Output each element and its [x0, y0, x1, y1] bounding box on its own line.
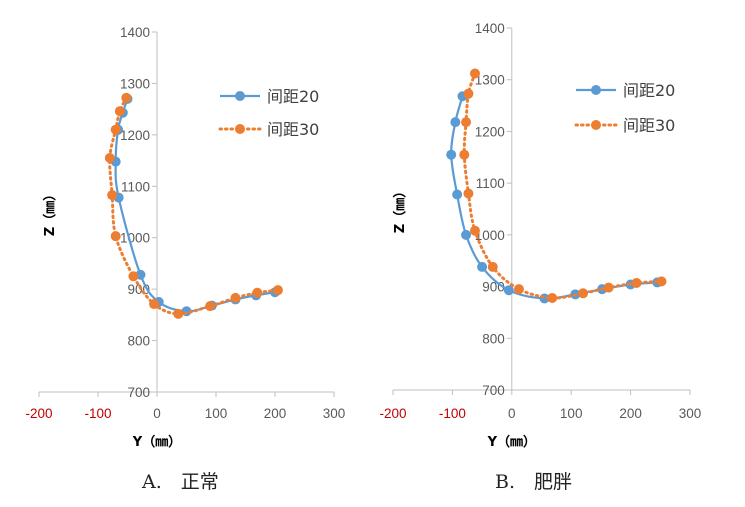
- legend-label: 间距30: [267, 120, 319, 139]
- data-point: [463, 188, 474, 199]
- x-tick-label: -200: [25, 406, 52, 421]
- y-tick-label: 1300: [120, 76, 150, 91]
- legend-entry: 间距20: [576, 81, 675, 100]
- y-tick-label: 700: [127, 385, 150, 400]
- data-point: [114, 106, 125, 117]
- legend-marker: [591, 120, 601, 130]
- legend-label: 间距30: [623, 116, 675, 135]
- y-tick-label: 1200: [120, 128, 150, 143]
- x-tick-label: 100: [205, 406, 228, 421]
- data-point: [459, 149, 470, 160]
- data-point: [252, 287, 263, 298]
- legend-label: 间距20: [623, 81, 675, 100]
- series-spacing-30: [104, 92, 283, 319]
- panel-caption: B. 肥胖: [495, 471, 572, 493]
- data-point: [487, 261, 498, 272]
- data-point: [631, 277, 642, 288]
- data-point: [477, 261, 488, 272]
- y-tick-label: 1000: [475, 228, 505, 243]
- data-point: [578, 288, 589, 299]
- data-point: [149, 299, 160, 310]
- data-point: [603, 282, 614, 293]
- y-tick-label: 800: [482, 331, 505, 346]
- x-tick-label: -100: [439, 406, 466, 421]
- legend-entry: 间距20: [220, 87, 319, 106]
- data-point: [205, 301, 216, 312]
- data-point: [128, 271, 139, 282]
- y-tick-label: 1400: [475, 21, 505, 36]
- data-point: [461, 117, 472, 128]
- legend-entry: 间距30: [574, 116, 675, 135]
- y-tick-label: 1200: [475, 124, 505, 139]
- data-point: [110, 124, 121, 135]
- x-tick-label: 200: [264, 406, 287, 421]
- x-tick-label: 300: [323, 406, 346, 421]
- x-tick-label: -100: [84, 406, 111, 421]
- data-point: [469, 225, 480, 236]
- x-tick-label: -200: [379, 406, 406, 421]
- legend-marker: [235, 124, 245, 134]
- data-point: [272, 285, 283, 296]
- data-point: [547, 292, 558, 303]
- y-tick-label: 800: [127, 334, 150, 349]
- y-tick-label: 1100: [476, 176, 505, 191]
- data-point: [461, 229, 472, 240]
- y-tick-label: 1300: [475, 73, 505, 88]
- x-tick-label: 100: [560, 406, 583, 421]
- y-axis-title: Z（㎜）: [42, 188, 58, 236]
- y-tick-label: 1400: [120, 25, 150, 40]
- data-point: [513, 284, 524, 295]
- x-tick-label: 300: [679, 406, 702, 421]
- y-tick-label: 700: [482, 383, 505, 398]
- legend-entry: 间距30: [218, 120, 319, 139]
- x-tick-label: 0: [153, 406, 161, 421]
- x-axis-title: Y（㎜）: [487, 434, 536, 450]
- data-point: [110, 231, 121, 242]
- panel-caption: A. 正常: [141, 471, 219, 493]
- y-tick-label: 1000: [120, 231, 150, 246]
- y-tick-label: 1100: [121, 179, 150, 194]
- data-point: [104, 153, 115, 163]
- x-axis-title: Y（㎜）: [132, 434, 181, 450]
- legend-marker: [235, 91, 245, 101]
- data-point: [463, 88, 474, 99]
- data-point: [230, 292, 241, 303]
- data-point: [656, 276, 667, 287]
- data-point: [503, 285, 514, 296]
- y-axis-title: Z（㎜）: [392, 185, 408, 233]
- data-point: [446, 149, 457, 160]
- x-tick-label: 200: [619, 406, 642, 421]
- x-tick-label: 0: [508, 406, 516, 421]
- data-point: [469, 68, 480, 79]
- data-point: [452, 189, 463, 200]
- legend-marker: [591, 85, 601, 95]
- data-point: [173, 308, 184, 319]
- data-point: [121, 92, 132, 103]
- legend-label: 间距20: [267, 87, 319, 106]
- data-point: [450, 117, 461, 128]
- series-spacing-30: [459, 68, 667, 303]
- data-point: [107, 190, 118, 201]
